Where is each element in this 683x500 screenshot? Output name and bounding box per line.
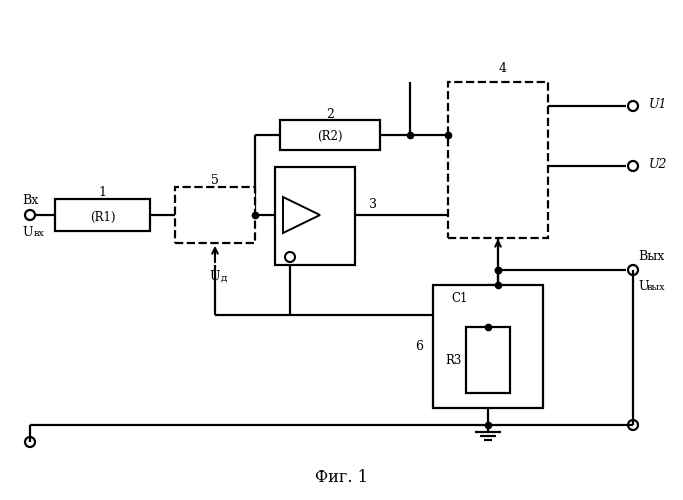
- Bar: [55, 199, 150, 231]
- Bar: [280, 120, 380, 150]
- Bar: [175, 187, 255, 243]
- Text: Фиг. 1: Фиг. 1: [315, 470, 367, 486]
- Text: U: U: [23, 226, 33, 238]
- Text: C1: C1: [451, 292, 467, 306]
- Text: 6: 6: [415, 340, 423, 353]
- Text: U1: U1: [649, 98, 667, 112]
- Bar: [275, 167, 355, 265]
- Text: (R2): (R2): [317, 130, 343, 142]
- Text: R3: R3: [445, 354, 462, 366]
- Bar: [466, 327, 510, 393]
- Text: 4: 4: [499, 62, 507, 74]
- Text: д: д: [221, 274, 227, 282]
- Text: 1: 1: [98, 186, 107, 200]
- Text: вых: вых: [647, 282, 666, 292]
- Text: Вх: Вх: [22, 194, 38, 207]
- Bar: [433, 285, 543, 408]
- Text: 3: 3: [369, 198, 377, 210]
- Text: U: U: [210, 270, 220, 283]
- Text: 2: 2: [326, 108, 334, 120]
- Polygon shape: [283, 197, 320, 233]
- Text: вх: вх: [33, 228, 44, 237]
- Text: U2: U2: [649, 158, 667, 172]
- Text: (R1): (R1): [89, 210, 115, 224]
- Text: Вых: Вых: [638, 250, 665, 262]
- Bar: [448, 82, 548, 238]
- Text: 5: 5: [211, 174, 219, 186]
- Text: U: U: [638, 280, 648, 292]
- Text: ▷: ▷: [292, 207, 303, 221]
